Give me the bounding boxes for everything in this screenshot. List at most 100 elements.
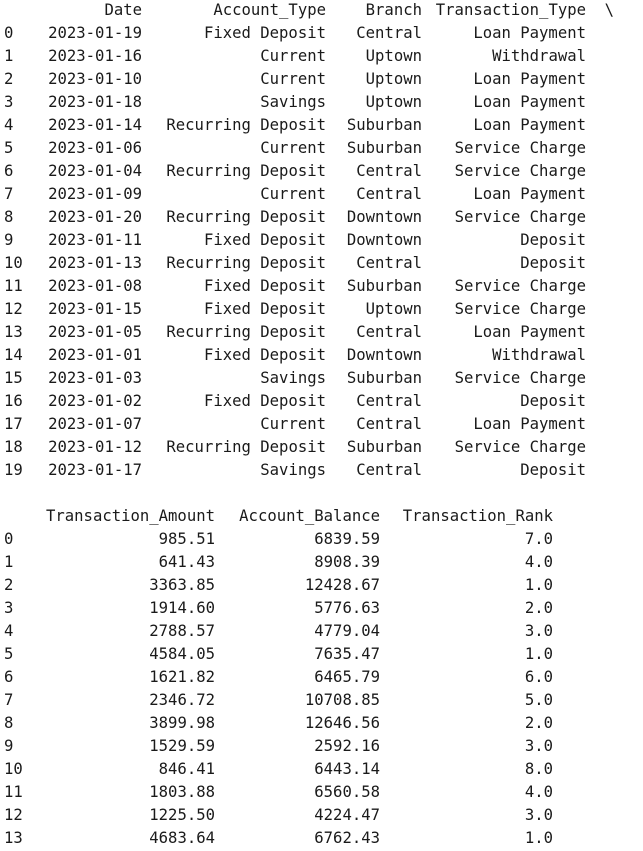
- header-row: Transaction_Amount Account_Balance Transac…: [4, 506, 640, 529]
- row-index: 7: [4, 185, 14, 203]
- table-row: 6 1621.82 6465.79 6.0: [4, 667, 640, 690]
- table-cell: 2.0: [524, 714, 553, 732]
- table-row: 1 2023-01-16 Current Uptown Withdrawal: [4, 46, 640, 69]
- table-cell: Loan Payment: [473, 93, 586, 111]
- table-cell: Central: [356, 461, 422, 479]
- header-row: Date Account_Type Branch Transaction_Type \: [4, 0, 640, 23]
- table-cell: Service Charge: [454, 369, 586, 387]
- table-cell: 7.0: [524, 530, 553, 548]
- table-row: 2 3363.85 12428.67 1.0: [4, 575, 640, 598]
- table-row: 14 2023-01-01 Fixed Deposit Downtown Withdra…: [4, 345, 640, 368]
- table-cell: 4683.64: [149, 829, 215, 847]
- table-cell: Downtown: [346, 346, 422, 364]
- table-cell: 2023-01-20: [48, 208, 142, 226]
- table-cell: Withdrawal: [492, 346, 586, 364]
- table-row: 0 985.51 6839.59 7.0: [4, 529, 640, 552]
- table-cell: 2592.16: [314, 737, 380, 755]
- row-index: 0: [4, 24, 14, 42]
- table-cell: Downtown: [346, 231, 422, 249]
- table-row: 5 4584.05 7635.47 1.0: [4, 644, 640, 667]
- table-cell: Loan Payment: [473, 70, 586, 88]
- table-cell: Fixed Deposit: [203, 300, 326, 318]
- row-index: 19: [4, 461, 23, 479]
- table-row: 4 2023-01-14 Recurring Deposit Suburban Loan…: [4, 115, 640, 138]
- row-index: 5: [4, 645, 14, 663]
- row-index: 11: [4, 783, 23, 801]
- row-index: 2: [4, 70, 14, 88]
- table-cell: Deposit: [520, 392, 586, 410]
- table-cell: 5.0: [524, 691, 553, 709]
- row-index: 3: [4, 93, 14, 111]
- table-cell: 6839.59: [314, 530, 380, 548]
- table-cell: Suburban: [346, 139, 422, 157]
- table-cell: 12428.67: [304, 576, 380, 594]
- row-index: 14: [4, 346, 23, 364]
- row-index: 17: [4, 415, 23, 433]
- column-header: Account_Balance: [239, 507, 380, 525]
- row-index: 9: [4, 231, 14, 249]
- table-cell: 3899.98: [149, 714, 215, 732]
- row-index: 8: [4, 714, 14, 732]
- table-cell: Deposit: [520, 254, 586, 272]
- table-cell: 6443.14: [314, 760, 380, 778]
- index-header: [4, 0, 40, 23]
- table-cell: 2023-01-15: [48, 300, 142, 318]
- table-cell: 1.0: [524, 576, 553, 594]
- table-cell: Savings: [260, 93, 326, 111]
- row-index: 5: [4, 139, 14, 157]
- table-cell: 5776.63: [314, 599, 380, 617]
- table-row: 12 1225.50 4224.47 3.0: [4, 805, 640, 828]
- table-cell: 3.0: [524, 806, 553, 824]
- table-cell: Suburban: [346, 277, 422, 295]
- table-row: 8 2023-01-20 Recurring Deposit Downtown Serv…: [4, 207, 640, 230]
- table-cell: Loan Payment: [473, 415, 586, 433]
- table-cell: Fixed Deposit: [203, 24, 326, 42]
- table-cell: Savings: [260, 369, 326, 387]
- table-cell: 4.0: [524, 783, 553, 801]
- table-row: 11 2023-01-08 Fixed Deposit Suburban Service…: [4, 276, 640, 299]
- table-row: 10 2023-01-13 Recurring Deposit Central Depo…: [4, 253, 640, 276]
- row-index: 8: [4, 208, 14, 226]
- table-cell: Central: [356, 323, 422, 341]
- column-header: Account_Type: [213, 1, 326, 19]
- table-cell: Service Charge: [454, 438, 586, 456]
- table-cell: Service Charge: [454, 208, 586, 226]
- row-index: 12: [4, 300, 23, 318]
- table-cell: 1621.82: [149, 668, 215, 686]
- table-row: 9 1529.59 2592.16 3.0: [4, 736, 640, 759]
- table-cell: Current: [260, 47, 326, 65]
- row-index: 6: [4, 162, 14, 180]
- table-row: 4 2788.57 4779.04 3.0: [4, 621, 640, 644]
- row-index: 10: [4, 760, 23, 778]
- table-cell: Central: [356, 392, 422, 410]
- table-cell: Current: [260, 70, 326, 88]
- table-cell: 2023-01-01: [48, 346, 142, 364]
- table-cell: Recurring Deposit: [166, 254, 326, 272]
- table-cell: Uptown: [365, 300, 422, 318]
- table-cell: 8908.39: [314, 553, 380, 571]
- column-header: Transaction_Type: [435, 1, 586, 19]
- row-index: 3: [4, 599, 14, 617]
- table-row: 15 2023-01-03 Savings Suburban Service Charg…: [4, 368, 640, 391]
- table-cell: 2.0: [524, 599, 553, 617]
- table-cell: 2023-01-07: [48, 415, 142, 433]
- row-index: 1: [4, 553, 14, 571]
- row-index: 7: [4, 691, 14, 709]
- table-cell: 2023-01-08: [48, 277, 142, 295]
- table-cell: 2346.72: [149, 691, 215, 709]
- table-cell: 6762.43: [314, 829, 380, 847]
- table-cell: 2023-01-13: [48, 254, 142, 272]
- table-cell: Current: [260, 415, 326, 433]
- row-index: 15: [4, 369, 23, 387]
- table-cell: 2023-01-03: [48, 369, 142, 387]
- table-cell: 4584.05: [149, 645, 215, 663]
- column-header: \: [604, 1, 614, 19]
- table-cell: 2023-01-06: [48, 139, 142, 157]
- table-cell: Recurring Deposit: [166, 116, 326, 134]
- row-index: 2: [4, 576, 14, 594]
- table-cell: 6.0: [524, 668, 553, 686]
- row-index: 0: [4, 530, 14, 548]
- table-cell: 2023-01-11: [48, 231, 142, 249]
- table-cell: Uptown: [365, 93, 422, 111]
- table-cell: 1803.88: [149, 783, 215, 801]
